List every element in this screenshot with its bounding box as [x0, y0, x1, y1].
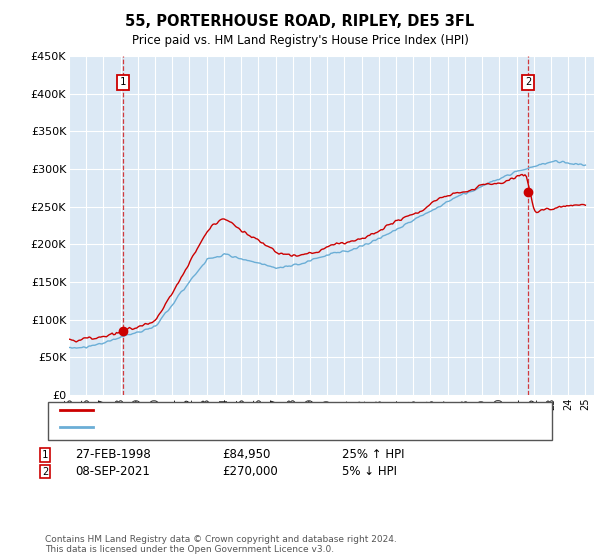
Text: 2: 2 [525, 77, 531, 87]
Text: Price paid vs. HM Land Registry's House Price Index (HPI): Price paid vs. HM Land Registry's House … [131, 34, 469, 46]
Text: £84,950: £84,950 [222, 448, 271, 461]
Text: HPI: Average price, detached house, Amber Valley: HPI: Average price, detached house, Ambe… [97, 422, 372, 432]
Text: 55, PORTERHOUSE ROAD, RIPLEY, DE5 3FL: 55, PORTERHOUSE ROAD, RIPLEY, DE5 3FL [125, 14, 475, 29]
Text: 08-SEP-2021: 08-SEP-2021 [75, 465, 150, 478]
Text: 25% ↑ HPI: 25% ↑ HPI [342, 448, 404, 461]
Text: 55, PORTERHOUSE ROAD, RIPLEY, DE5 3FL (detached house): 55, PORTERHOUSE ROAD, RIPLEY, DE5 3FL (d… [97, 405, 431, 416]
Text: 27-FEB-1998: 27-FEB-1998 [75, 448, 151, 461]
Text: 5% ↓ HPI: 5% ↓ HPI [342, 465, 397, 478]
Text: 1: 1 [120, 77, 126, 87]
Text: £270,000: £270,000 [222, 465, 278, 478]
Text: Contains HM Land Registry data © Crown copyright and database right 2024.
This d: Contains HM Land Registry data © Crown c… [45, 535, 397, 554]
Text: 2: 2 [42, 466, 48, 477]
Text: 1: 1 [42, 450, 48, 460]
